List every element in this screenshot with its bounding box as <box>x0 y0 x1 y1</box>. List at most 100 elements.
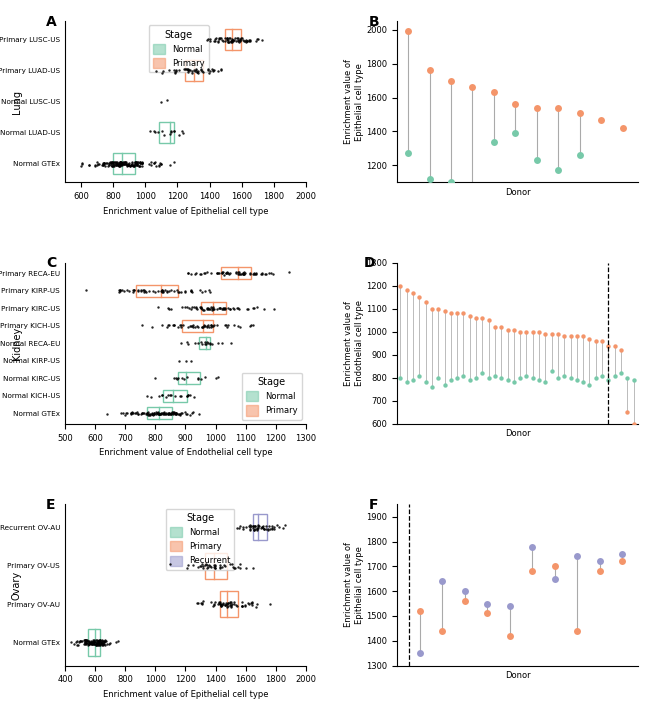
Point <box>238 35 248 46</box>
Point <box>88 636 98 648</box>
Point <box>188 321 199 332</box>
Point <box>93 635 104 646</box>
Point <box>89 635 100 646</box>
Point <box>226 597 236 608</box>
Point <box>146 156 157 168</box>
Point <box>402 285 412 296</box>
Legend: Normal, Primary, Recurrent: Normal, Primary, Recurrent <box>165 508 234 570</box>
Point <box>229 562 240 573</box>
Point <box>187 407 197 418</box>
Point <box>245 524 255 535</box>
Point <box>113 160 123 171</box>
Point <box>192 67 202 78</box>
Point <box>66 636 76 648</box>
Point <box>206 561 216 572</box>
Point <box>193 67 204 79</box>
Point <box>204 67 214 79</box>
Bar <box>136 285 178 297</box>
Point <box>159 407 169 418</box>
Point <box>171 408 182 419</box>
Point <box>202 302 212 314</box>
Point <box>135 160 145 171</box>
Point <box>490 370 500 381</box>
Point <box>215 600 226 612</box>
Point <box>156 286 167 297</box>
Point <box>199 304 209 315</box>
Point <box>185 389 195 401</box>
Point <box>201 320 211 331</box>
Point <box>123 158 133 169</box>
Point <box>515 326 525 338</box>
Point <box>234 36 244 47</box>
Point <box>218 302 229 313</box>
Point <box>133 409 143 420</box>
Point <box>137 407 148 418</box>
Point <box>467 81 478 93</box>
Point <box>106 156 117 168</box>
Point <box>179 63 189 74</box>
Point <box>150 126 161 137</box>
Point <box>465 375 475 386</box>
Point <box>197 321 207 333</box>
Point <box>98 160 109 171</box>
Point <box>92 635 103 646</box>
Point <box>143 406 153 418</box>
Point <box>87 636 98 648</box>
Point <box>208 302 219 313</box>
Point <box>127 156 137 167</box>
Point <box>95 639 105 651</box>
Point <box>578 377 589 388</box>
Point <box>94 639 104 650</box>
X-axis label: Enrichment value of Epithelial cell type: Enrichment value of Epithelial cell type <box>103 690 268 699</box>
Point <box>185 409 195 421</box>
Point <box>96 636 106 647</box>
Point <box>235 558 245 569</box>
Point <box>79 634 90 646</box>
Point <box>123 160 133 171</box>
Point <box>113 287 124 298</box>
Point <box>119 158 130 169</box>
Point <box>164 304 174 315</box>
Point <box>221 268 231 279</box>
Point <box>141 286 152 297</box>
Point <box>236 33 246 44</box>
Point <box>205 338 215 350</box>
Point <box>241 36 251 47</box>
Point <box>129 159 139 171</box>
Point <box>225 598 236 609</box>
Point <box>258 523 269 535</box>
Point <box>113 635 124 646</box>
Point <box>158 65 168 76</box>
X-axis label: Enrichment value of Epithelial cell type: Enrichment value of Epithelial cell type <box>103 207 268 216</box>
Point <box>72 636 83 647</box>
Point <box>248 319 258 331</box>
Point <box>89 636 99 647</box>
Point <box>193 321 203 333</box>
Point <box>180 286 190 297</box>
Point <box>214 268 225 279</box>
Point <box>186 320 196 331</box>
Point <box>508 377 519 388</box>
Point <box>184 64 194 76</box>
Point <box>169 156 179 167</box>
Point <box>126 407 136 418</box>
Point <box>208 66 218 77</box>
X-axis label: Donor: Donor <box>505 430 531 438</box>
Point <box>229 597 240 608</box>
Point <box>198 596 208 607</box>
Point <box>76 159 87 170</box>
Point <box>159 130 170 141</box>
Point <box>150 160 161 171</box>
Point <box>193 598 204 609</box>
Point <box>477 367 488 379</box>
Point <box>421 377 431 388</box>
Point <box>256 269 266 280</box>
Point <box>133 285 144 296</box>
Text: Lung: Lung <box>12 90 22 114</box>
Point <box>92 637 103 649</box>
Point <box>180 302 190 313</box>
Point <box>93 638 104 649</box>
Point <box>153 408 163 419</box>
Point <box>190 321 201 333</box>
Point <box>127 406 137 418</box>
